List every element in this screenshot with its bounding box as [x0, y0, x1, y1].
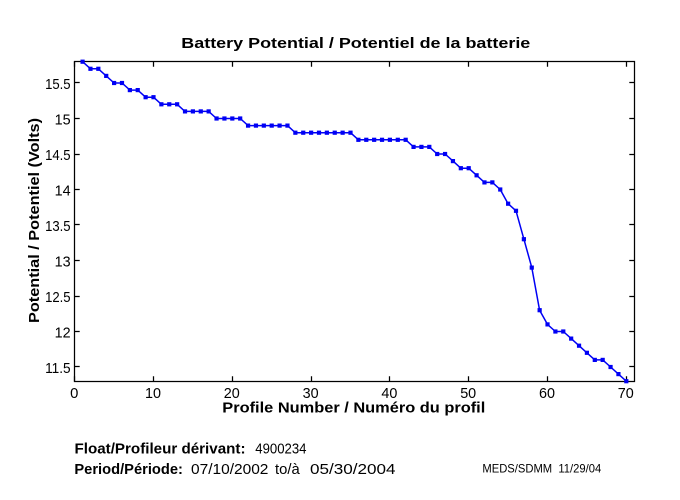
svg-text:10: 10 — [145, 386, 161, 402]
svg-text:Period/Période:: Period/Période: — [74, 461, 182, 478]
svg-text:50: 50 — [460, 386, 476, 402]
svg-text:Potential / Potentiel (Volts): Potential / Potentiel (Volts) — [26, 118, 43, 323]
svg-text:Float/Profileur dérivant:: Float/Profileur dérivant: — [75, 440, 246, 457]
svg-text:13.5: 13.5 — [45, 219, 71, 235]
svg-text:12: 12 — [55, 325, 71, 341]
svg-text:14: 14 — [55, 183, 71, 199]
svg-text:4900234: 4900234 — [255, 440, 306, 457]
svg-text:15: 15 — [55, 112, 71, 128]
svg-text:Battery Potential / Potentiel: Battery Potential / Potentiel de la batt… — [181, 36, 530, 52]
svg-text:15.5: 15.5 — [45, 77, 71, 93]
svg-text:40: 40 — [381, 386, 397, 402]
svg-text:14.5: 14.5 — [45, 148, 71, 164]
svg-text:05/30/2004: 05/30/2004 — [310, 462, 396, 478]
svg-text:12.5: 12.5 — [45, 290, 71, 306]
svg-text:20: 20 — [224, 386, 240, 402]
svg-text:to/à: to/à — [275, 462, 301, 478]
svg-text:70: 70 — [618, 386, 634, 402]
svg-text:11.5: 11.5 — [45, 361, 71, 377]
svg-text:0: 0 — [70, 386, 78, 402]
svg-text:MEDS/SDMM 11/29/04: MEDS/SDMM 11/29/04 — [482, 461, 601, 475]
svg-text:13: 13 — [55, 254, 71, 270]
svg-text:30: 30 — [303, 386, 319, 402]
svg-text:07/10/2002: 07/10/2002 — [191, 462, 268, 478]
svg-text:60: 60 — [539, 386, 555, 402]
svg-text:Profile Number / Numéro du pro: Profile Number / Numéro du profil — [222, 400, 485, 417]
